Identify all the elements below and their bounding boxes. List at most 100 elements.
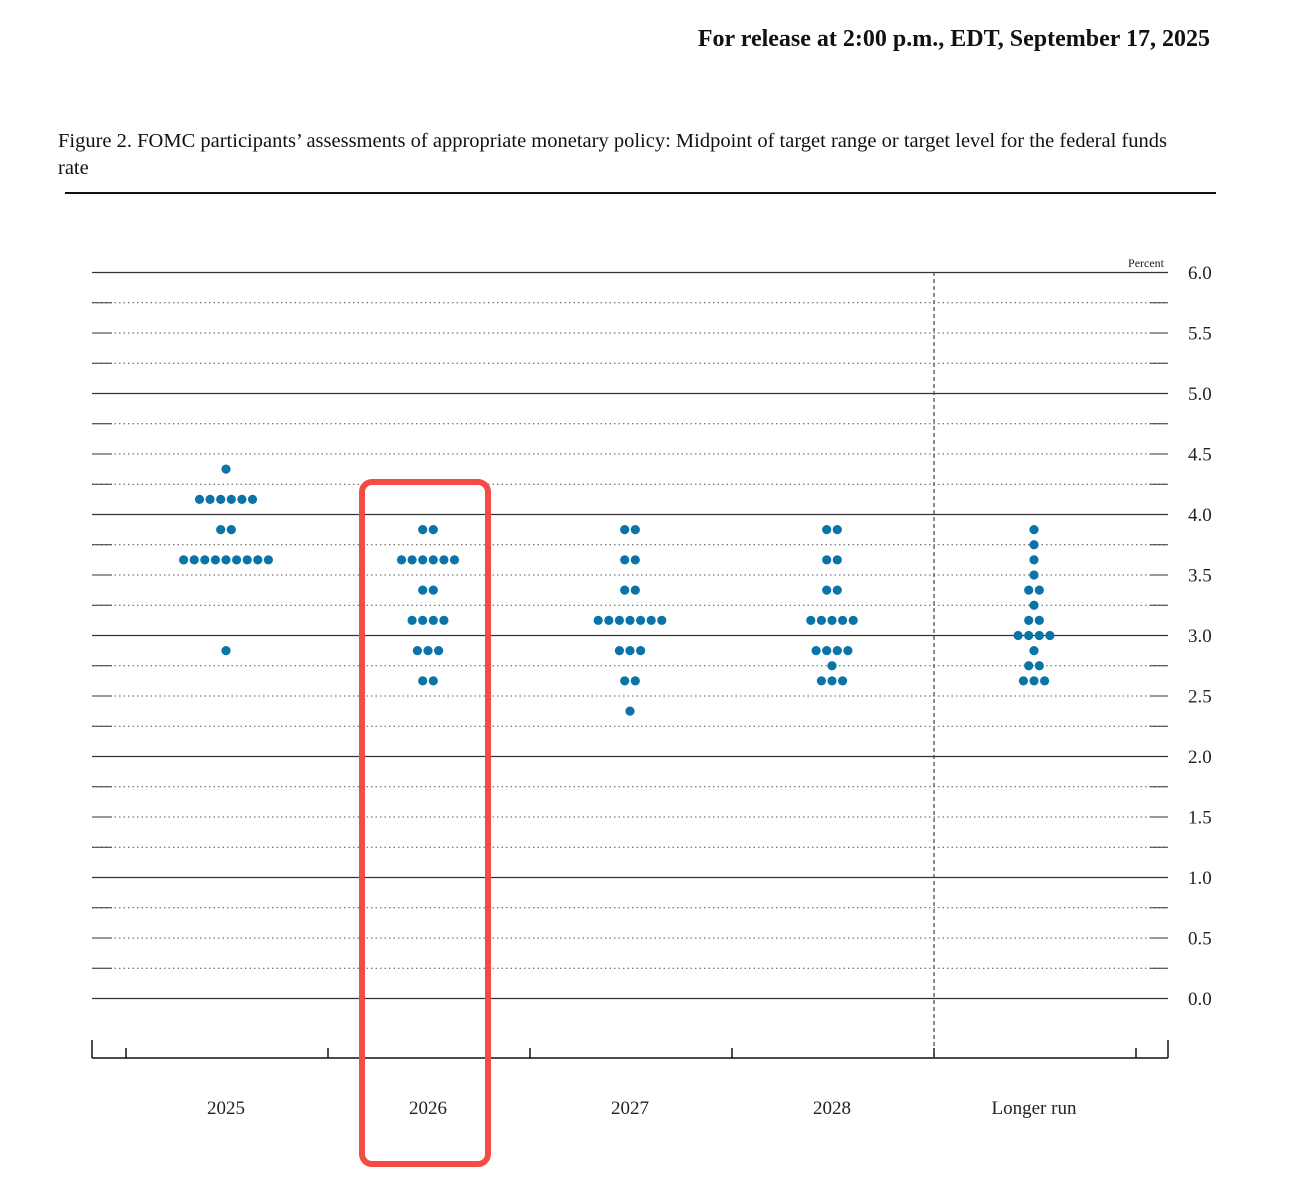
y-tick-label: 0.5 [1188, 929, 1212, 950]
dot-2026 [412, 646, 422, 656]
y-tick-label: 3.0 [1188, 626, 1212, 647]
dot-2027 [625, 706, 635, 716]
x-category-label: 2025 [207, 1098, 245, 1119]
dot-2028 [827, 661, 837, 671]
y-tick-label: 3.5 [1188, 566, 1212, 587]
dot-2028 [832, 646, 842, 656]
dot-2025 [232, 555, 242, 565]
dot-2027 [630, 555, 640, 565]
y-tick-label: 2.0 [1188, 747, 1212, 768]
dot-2025 [200, 555, 210, 565]
dot-2025 [226, 494, 236, 504]
dot-2027 [620, 676, 630, 686]
y-tick-label: 1.5 [1188, 808, 1212, 829]
dot-2026 [428, 555, 438, 565]
dot-2025 [253, 555, 263, 565]
caption-rule [65, 192, 1216, 194]
dot-2026 [418, 555, 428, 565]
dot-2027 [636, 646, 646, 656]
dot-2028 [822, 555, 832, 565]
dot-2027 [620, 555, 630, 565]
dot-2026 [428, 615, 438, 625]
dot-2026 [434, 646, 444, 656]
dot-longer-run [1029, 600, 1039, 610]
dot-longer-run [1018, 676, 1028, 686]
dot-longer-run [1029, 570, 1039, 580]
dot-2028 [838, 676, 848, 686]
dot-2028 [832, 555, 842, 565]
dot-2025 [205, 494, 215, 504]
y-tick-label: 5.5 [1188, 324, 1212, 345]
dot-2026 [418, 585, 428, 595]
dot-2027 [630, 585, 640, 595]
dot-2028 [811, 646, 821, 656]
dot-longer-run [1013, 630, 1023, 641]
dot-2028 [827, 676, 837, 686]
dot-2028 [838, 615, 848, 625]
dot-longer-run [1034, 630, 1044, 641]
dot-2028 [822, 646, 832, 656]
dot-2026 [423, 646, 433, 656]
y-tick-label: 4.5 [1188, 445, 1212, 466]
dot-longer-run [1024, 630, 1034, 641]
dot-longer-run [1024, 585, 1034, 595]
dot-2025 [216, 525, 226, 535]
dot-2027 [625, 646, 635, 656]
y-tick-label: 6.0 [1188, 263, 1212, 284]
dot-longer-run [1024, 615, 1034, 625]
release-date: For release at 2:00 p.m., EDT, September… [697, 26, 1210, 52]
x-category-label: 2028 [813, 1098, 851, 1119]
dot-2027 [630, 676, 640, 686]
dot-2027 [636, 615, 646, 625]
dot-2026 [407, 555, 417, 565]
dot-2025 [189, 555, 199, 565]
dot-2026 [396, 555, 407, 565]
dot-2028 [806, 615, 816, 625]
dot-2027 [604, 615, 614, 625]
dot-longer-run [1024, 661, 1034, 671]
dot-2028 [816, 676, 827, 686]
dot-2028 [832, 525, 842, 535]
dot-2026 [428, 676, 438, 686]
highlight-box-2026 [359, 479, 491, 1167]
dot-2027 [657, 615, 667, 625]
dot-2025 [221, 646, 231, 656]
dot-longer-run [1034, 615, 1044, 625]
dot-longer-run [1034, 661, 1044, 671]
dot-longer-run [1040, 676, 1050, 686]
dot-longer-run [1029, 646, 1039, 656]
dot-2027 [620, 525, 630, 535]
dot-2027 [620, 585, 630, 595]
y-tick-label: 1.0 [1188, 868, 1212, 889]
x-category-label: Longer run [992, 1098, 1077, 1119]
dot-2028 [822, 525, 832, 535]
dot-2026 [449, 555, 460, 565]
dot-2028 [827, 615, 837, 625]
dot-2028 [816, 615, 827, 625]
dot-2025 [242, 555, 252, 565]
y-tick-label: 4.0 [1188, 505, 1212, 526]
figure-caption: Figure 2. FOMC participants’ assessments… [58, 130, 1167, 179]
dot-2025 [216, 494, 226, 504]
y-tick-label: 0.0 [1188, 989, 1212, 1010]
x-category-label: 2026 [409, 1098, 447, 1119]
dot-2026 [439, 555, 449, 565]
dot-2026 [439, 615, 449, 625]
dot-2025 [247, 494, 258, 504]
dot-2025 [221, 555, 231, 565]
dot-2027 [630, 525, 640, 535]
y-tick-label: 2.5 [1188, 687, 1212, 708]
dot-2026 [418, 676, 428, 686]
dot-2025 [237, 494, 247, 504]
dot-2026 [428, 525, 438, 535]
dot-2027 [646, 615, 656, 625]
dot-longer-run [1029, 676, 1039, 686]
dot-longer-run [1045, 630, 1055, 641]
dot-2025 [263, 555, 273, 565]
dot-2028 [822, 585, 832, 595]
dot-longer-run [1029, 525, 1039, 535]
dot-2027 [625, 615, 635, 625]
dot-2027 [614, 646, 625, 656]
dot-longer-run [1029, 540, 1039, 550]
